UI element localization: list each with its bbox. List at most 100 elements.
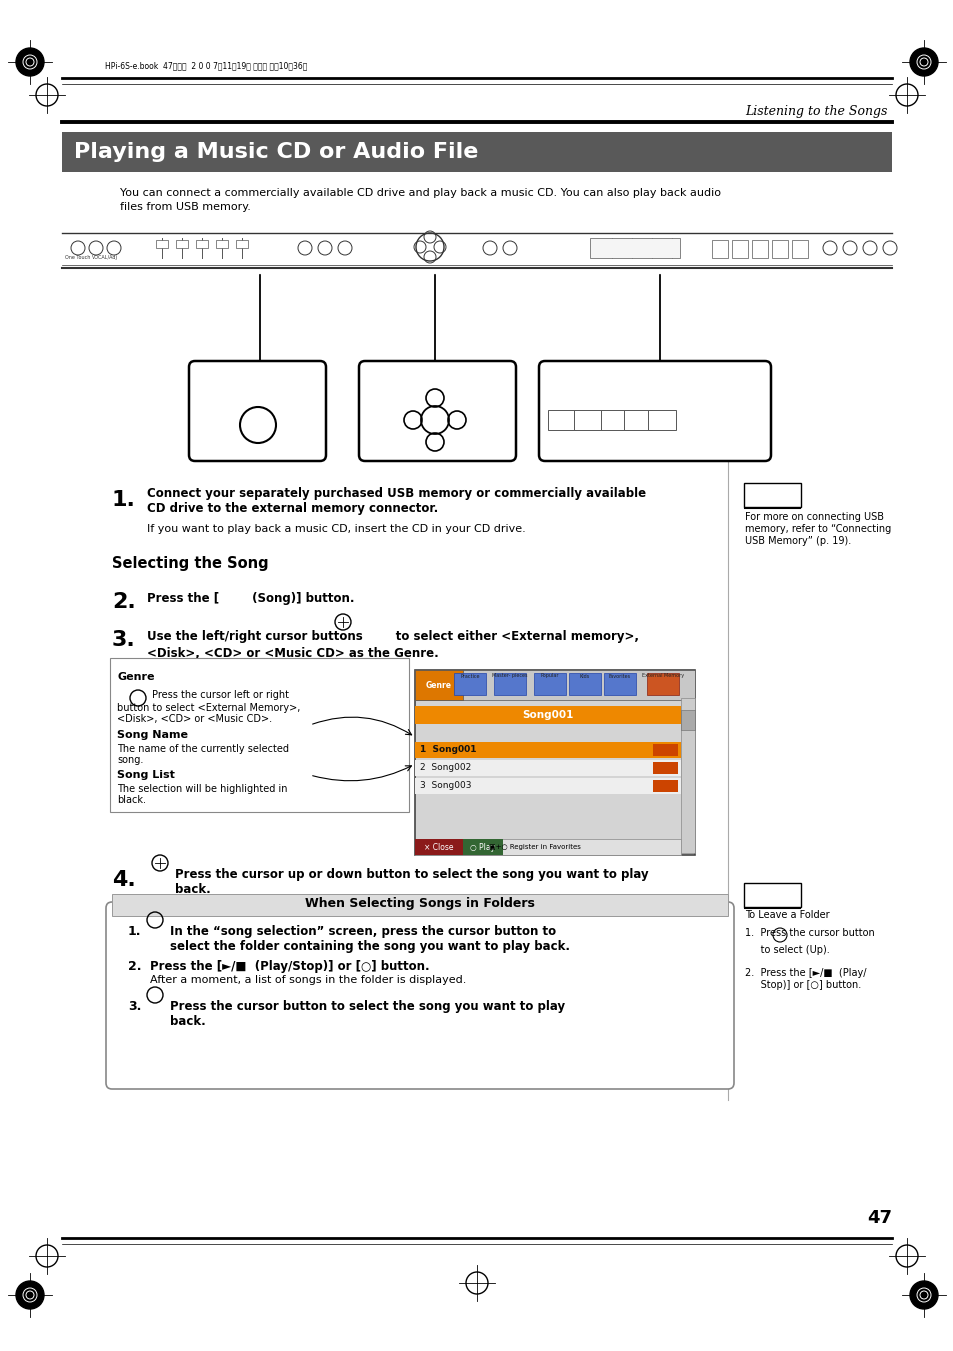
Text: 3.: 3. xyxy=(112,630,135,650)
FancyBboxPatch shape xyxy=(462,839,502,855)
Text: ◄◄: ◄◄ xyxy=(631,392,644,400)
Text: MEMO: MEMO xyxy=(753,489,789,499)
FancyBboxPatch shape xyxy=(415,670,695,855)
Text: Song List: Song List xyxy=(117,770,174,780)
Text: In the “song selection” screen, press the cursor button to: In the “song selection” screen, press th… xyxy=(170,925,556,938)
FancyBboxPatch shape xyxy=(568,673,600,694)
Text: Stop)] or [○] button.: Stop)] or [○] button. xyxy=(744,979,861,990)
Text: Song001: Song001 xyxy=(521,711,573,720)
Text: button to select <External Memory>,: button to select <External Memory>, xyxy=(117,703,300,713)
FancyBboxPatch shape xyxy=(743,484,801,507)
FancyBboxPatch shape xyxy=(156,240,168,249)
Text: 3.: 3. xyxy=(128,1000,141,1013)
Text: Press the [        (Song)] button.: Press the [ (Song)] button. xyxy=(147,592,355,605)
Text: External Memory: External Memory xyxy=(641,674,683,678)
FancyBboxPatch shape xyxy=(547,409,576,430)
FancyBboxPatch shape xyxy=(415,778,680,794)
Text: Playing a Music CD or Audio File: Playing a Music CD or Audio File xyxy=(74,142,477,162)
Text: To Leave a Folder: To Leave a Folder xyxy=(744,911,829,920)
FancyBboxPatch shape xyxy=(751,240,767,258)
Text: CD drive to the external memory connector.: CD drive to the external memory connecto… xyxy=(147,503,437,515)
FancyBboxPatch shape xyxy=(791,240,807,258)
Text: MEMO: MEMO xyxy=(753,889,789,898)
Text: Bwd: Bwd xyxy=(631,443,647,453)
Text: black.: black. xyxy=(117,794,146,805)
FancyBboxPatch shape xyxy=(415,839,680,855)
FancyBboxPatch shape xyxy=(600,409,628,430)
Text: Press the cursor left or right: Press the cursor left or right xyxy=(152,690,289,700)
Text: The name of the currently selected: The name of the currently selected xyxy=(117,744,289,754)
Text: ■: ■ xyxy=(610,392,618,400)
FancyBboxPatch shape xyxy=(106,902,733,1089)
Text: ▶▶: ▶▶ xyxy=(655,392,668,400)
Text: You can connect a commercially available CD drive and play back a music CD. You : You can connect a commercially available… xyxy=(120,188,720,199)
Text: Song Name: Song Name xyxy=(117,730,188,740)
Text: Press the [►/■  (Play/Stop)] or [○] button.: Press the [►/■ (Play/Stop)] or [○] butto… xyxy=(150,961,429,973)
Text: |◄: |◄ xyxy=(557,392,566,400)
FancyBboxPatch shape xyxy=(589,238,679,258)
Text: Genre: Genre xyxy=(426,681,452,689)
Text: 47: 47 xyxy=(866,1209,891,1227)
FancyBboxPatch shape xyxy=(415,742,680,758)
FancyBboxPatch shape xyxy=(358,361,516,461)
Text: Selecting the Song: Selecting the Song xyxy=(112,557,269,571)
Circle shape xyxy=(16,49,44,76)
FancyBboxPatch shape xyxy=(215,240,228,249)
FancyBboxPatch shape xyxy=(195,240,208,249)
FancyBboxPatch shape xyxy=(415,670,462,700)
Text: 2.: 2. xyxy=(112,592,135,612)
Text: Genre: Genre xyxy=(117,671,154,682)
Text: song.: song. xyxy=(117,755,143,765)
Circle shape xyxy=(909,1281,937,1309)
FancyBboxPatch shape xyxy=(534,673,565,694)
Text: Connect your separately purchased USB memory or commercially available: Connect your separately purchased USB me… xyxy=(147,486,645,500)
FancyBboxPatch shape xyxy=(603,673,636,694)
Text: 4.: 4. xyxy=(112,870,135,890)
Text: 2  Song002: 2 Song002 xyxy=(419,763,471,773)
Text: × Close: × Close xyxy=(424,843,454,851)
FancyBboxPatch shape xyxy=(62,132,891,172)
Text: Listening to the Songs: Listening to the Songs xyxy=(745,104,887,118)
Text: USB Memory” (p. 19).: USB Memory” (p. 19). xyxy=(744,536,850,546)
FancyBboxPatch shape xyxy=(454,673,485,694)
FancyBboxPatch shape xyxy=(574,409,601,430)
Text: 3  Song003: 3 Song003 xyxy=(419,781,471,790)
Text: Rec: Rec xyxy=(611,443,624,453)
Text: files from USB memory.: files from USB memory. xyxy=(120,203,251,212)
FancyBboxPatch shape xyxy=(646,673,679,694)
FancyBboxPatch shape xyxy=(771,240,787,258)
Text: ♩♩: ♩♩ xyxy=(253,394,263,405)
Circle shape xyxy=(16,1281,44,1309)
Text: Popular: Popular xyxy=(540,674,558,678)
Text: ○ Play: ○ Play xyxy=(470,843,495,851)
FancyBboxPatch shape xyxy=(415,761,680,775)
FancyBboxPatch shape xyxy=(652,780,678,792)
Text: back.: back. xyxy=(170,1015,206,1028)
FancyBboxPatch shape xyxy=(680,711,695,730)
FancyBboxPatch shape xyxy=(652,762,678,774)
Text: 2.  Press the [►/■  (Play/: 2. Press the [►/■ (Play/ xyxy=(744,969,865,978)
FancyBboxPatch shape xyxy=(652,744,678,757)
FancyBboxPatch shape xyxy=(711,240,727,258)
Text: Use the left/right cursor buttons        to select either <External memory>,: Use the left/right cursor buttons to sel… xyxy=(147,630,639,643)
Text: Practice: Practice xyxy=(459,674,479,678)
Text: 1.  Press the cursor button: 1. Press the cursor button xyxy=(744,928,874,938)
Text: Master- pieces: Master- pieces xyxy=(492,674,527,678)
Text: <Disk>, <CD> or <Music CD>.: <Disk>, <CD> or <Music CD>. xyxy=(117,713,272,724)
Text: For more on connecting USB: For more on connecting USB xyxy=(744,512,883,521)
Text: 2.: 2. xyxy=(128,961,141,973)
Text: memory, refer to “Connecting: memory, refer to “Connecting xyxy=(744,524,890,534)
FancyBboxPatch shape xyxy=(494,673,525,694)
Text: 1  Song001: 1 Song001 xyxy=(419,746,476,754)
FancyBboxPatch shape xyxy=(647,409,676,430)
Text: The selection will be highlighted in: The selection will be highlighted in xyxy=(117,784,287,794)
Text: back.: back. xyxy=(174,884,211,896)
Text: Press the cursor up or down button to select the song you want to play: Press the cursor up or down button to se… xyxy=(174,867,648,881)
Text: If you want to play back a music CD, insert the CD in your CD drive.: If you want to play back a music CD, ins… xyxy=(147,524,525,534)
Text: select the folder containing the song you want to play back.: select the folder containing the song yo… xyxy=(170,940,569,952)
Text: Fwd: Fwd xyxy=(656,443,671,453)
FancyBboxPatch shape xyxy=(175,240,188,249)
FancyBboxPatch shape xyxy=(680,698,695,852)
Text: O: O xyxy=(492,389,501,403)
Text: VOCAL/Adj: VOCAL/Adj xyxy=(92,255,118,259)
